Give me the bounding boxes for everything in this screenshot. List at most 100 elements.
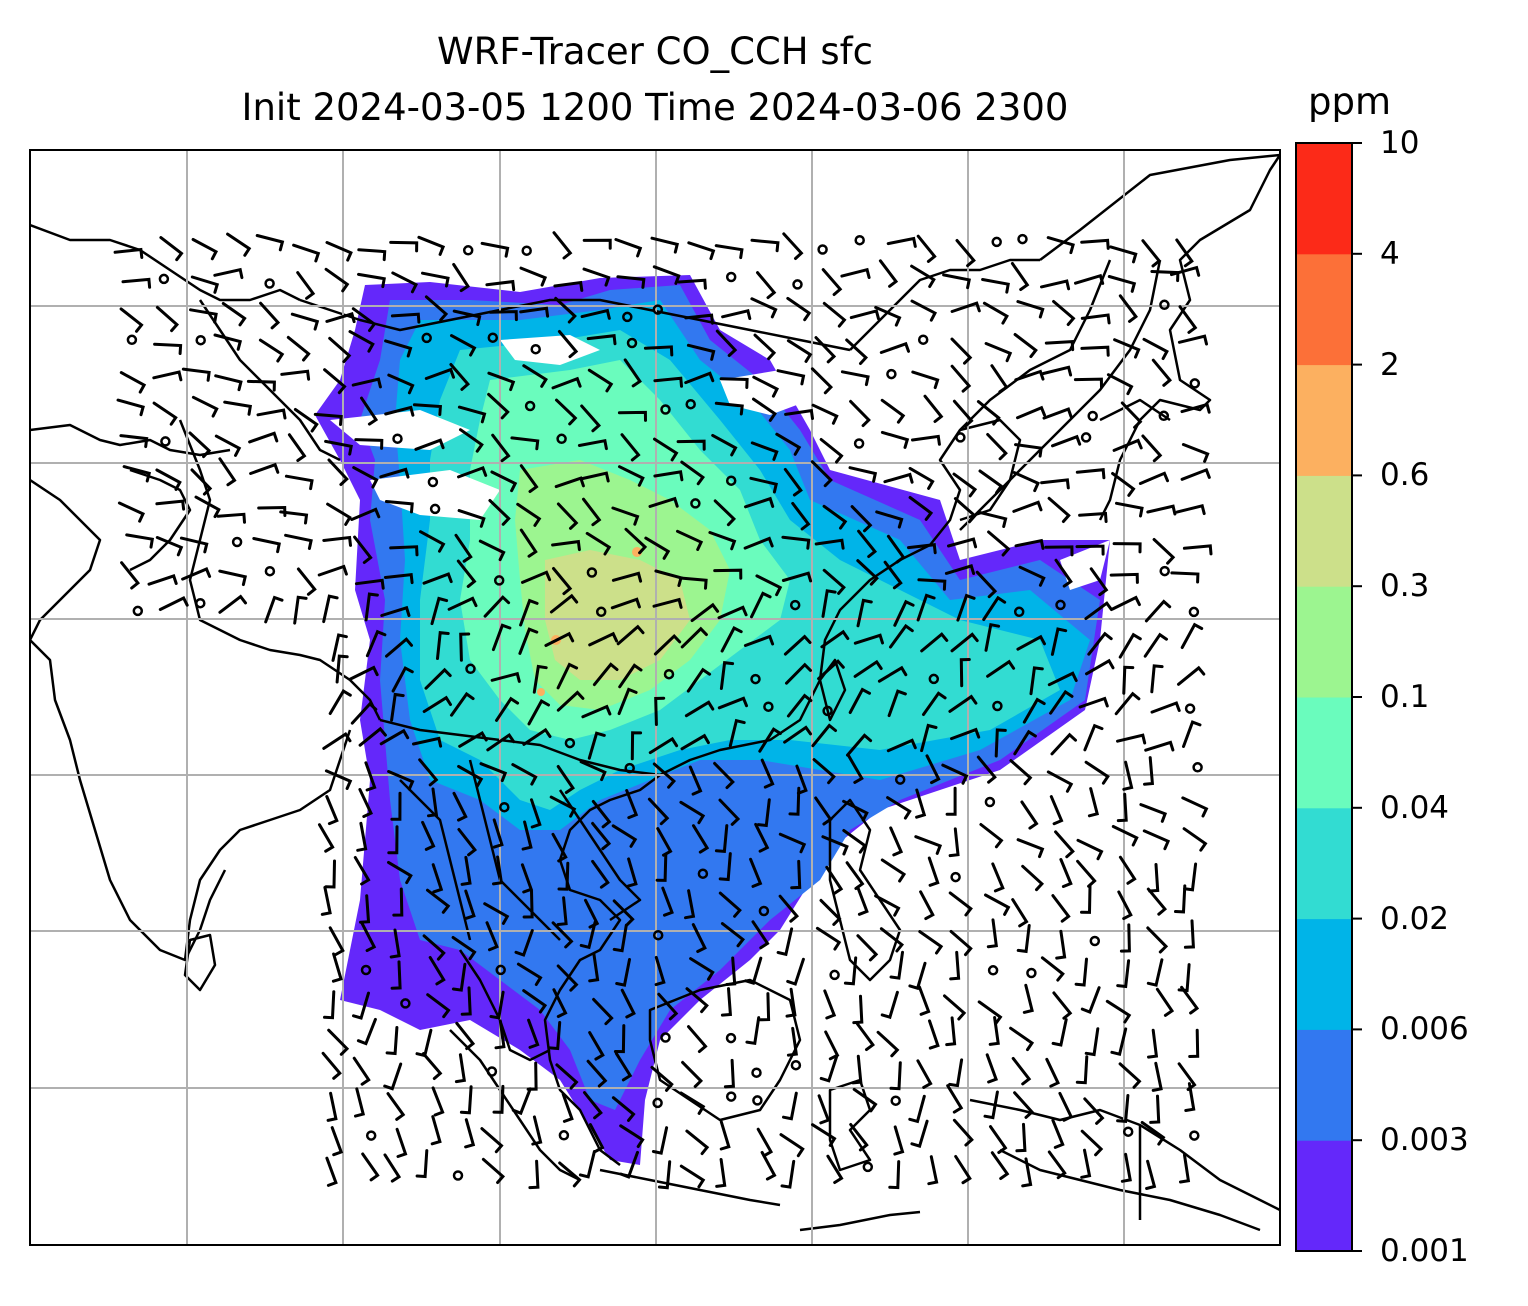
wind-barb bbox=[653, 437, 679, 462]
calm-wind-circle bbox=[984, 796, 996, 808]
plume-hotspot bbox=[632, 547, 642, 557]
wind-barb bbox=[855, 1022, 875, 1052]
wind-barb bbox=[941, 763, 969, 785]
wind-barb bbox=[1182, 827, 1208, 852]
wind-barb bbox=[756, 1127, 774, 1158]
wind-barb bbox=[1184, 1082, 1196, 1112]
wind-barb bbox=[324, 859, 336, 889]
wind-barb bbox=[1109, 245, 1138, 264]
wind-barb bbox=[328, 926, 345, 956]
colorbar-tick-label: 0.1 bbox=[1380, 679, 1430, 715]
wind-barb bbox=[331, 633, 348, 662]
wind-barb bbox=[259, 301, 281, 330]
wind-barb bbox=[1085, 658, 1115, 676]
border-laos-vietnam bbox=[558, 789, 642, 922]
wind-barb bbox=[1054, 558, 1073, 588]
wind-barb bbox=[786, 957, 805, 986]
wind-barb bbox=[620, 988, 636, 1019]
wind-barb bbox=[720, 625, 743, 653]
wind-barb bbox=[324, 267, 350, 293]
wind-barb bbox=[488, 310, 518, 322]
wind-barb bbox=[520, 863, 534, 894]
wind-barb bbox=[488, 499, 511, 526]
calm-wind-circle bbox=[751, 1067, 762, 1078]
wind-barb bbox=[322, 594, 339, 624]
wind-barb bbox=[990, 364, 1009, 394]
wind-barb bbox=[384, 339, 413, 358]
coast-india bbox=[30, 639, 227, 962]
wind-barb bbox=[750, 297, 778, 319]
wind-barb bbox=[1117, 890, 1133, 921]
wind-barb bbox=[889, 950, 904, 980]
wind-barb bbox=[483, 595, 511, 618]
wind-barb bbox=[390, 960, 402, 990]
calm-wind-circle bbox=[1017, 233, 1028, 245]
wind-barb bbox=[1052, 300, 1076, 326]
wind-barb bbox=[1011, 898, 1029, 928]
wind-barb bbox=[1144, 599, 1172, 623]
wind-barb bbox=[385, 637, 413, 658]
wind-barb bbox=[616, 624, 645, 646]
coast-north-east-asia bbox=[1039, 153, 1280, 261]
wind-barb bbox=[489, 990, 505, 1020]
wind-barb bbox=[611, 824, 638, 848]
wind-barb bbox=[364, 592, 379, 622]
wind-barb bbox=[586, 1059, 608, 1088]
wind-barb bbox=[1141, 239, 1162, 268]
wind-barb bbox=[708, 531, 737, 551]
wind-barb bbox=[287, 433, 307, 462]
wind-barb bbox=[255, 234, 285, 252]
wind-barb bbox=[1118, 294, 1138, 323]
wind-barb bbox=[578, 1150, 596, 1179]
wind-barb bbox=[1052, 991, 1073, 1020]
wind-barb bbox=[989, 1125, 1008, 1154]
wind-barb bbox=[1011, 1056, 1032, 1086]
wind-barb bbox=[676, 529, 704, 551]
wind-barb bbox=[451, 962, 467, 992]
plume-level-0.3 bbox=[545, 550, 690, 680]
wind-barb bbox=[888, 1160, 901, 1190]
wind-barb bbox=[812, 758, 836, 785]
wind-barb bbox=[361, 1152, 380, 1182]
wind-barb bbox=[159, 236, 184, 262]
calm-wind-circle bbox=[487, 332, 499, 343]
calm-wind-circle bbox=[499, 801, 510, 813]
wind-barb bbox=[1012, 471, 1040, 493]
wind-barb bbox=[556, 765, 575, 794]
wind-barb bbox=[886, 534, 906, 564]
colorbar-tick-label: 0.04 bbox=[1380, 789, 1450, 826]
wind-barb bbox=[422, 695, 452, 713]
wind-barb bbox=[330, 1126, 344, 1157]
wind-barb bbox=[1180, 622, 1204, 649]
wind-barb bbox=[652, 265, 681, 285]
wind-barb bbox=[718, 891, 742, 918]
wind-barb bbox=[392, 887, 404, 917]
wind-barb bbox=[782, 1091, 798, 1121]
wind-barb bbox=[786, 296, 812, 322]
wind-barb bbox=[530, 798, 542, 829]
calm-wind-circle bbox=[595, 606, 607, 618]
wind-barb bbox=[893, 599, 915, 627]
wind-barb bbox=[908, 961, 927, 991]
wind-barb bbox=[1180, 402, 1211, 414]
wind-barb bbox=[619, 1150, 639, 1179]
wind-barb bbox=[1075, 468, 1106, 480]
wind-barb bbox=[555, 398, 578, 426]
calm-wind-circle bbox=[955, 432, 966, 443]
wind-barb bbox=[1138, 471, 1169, 485]
wind-barb bbox=[419, 530, 446, 553]
calm-wind-circle bbox=[928, 673, 940, 685]
wind-barb bbox=[390, 692, 405, 722]
wind-barb bbox=[1149, 1094, 1161, 1124]
calm-wind-circle bbox=[264, 278, 275, 289]
wind-barb bbox=[324, 439, 353, 456]
wind-barb bbox=[317, 564, 348, 577]
wind-barb bbox=[587, 731, 606, 760]
wind-barb bbox=[618, 465, 645, 487]
wind-barb bbox=[359, 894, 371, 924]
calm-wind-circle bbox=[1122, 1126, 1134, 1137]
calm-wind-circle bbox=[1189, 378, 1201, 389]
wind-barb bbox=[856, 934, 879, 962]
calm-wind-circle bbox=[264, 565, 276, 577]
wind-barb bbox=[1080, 1129, 1104, 1157]
